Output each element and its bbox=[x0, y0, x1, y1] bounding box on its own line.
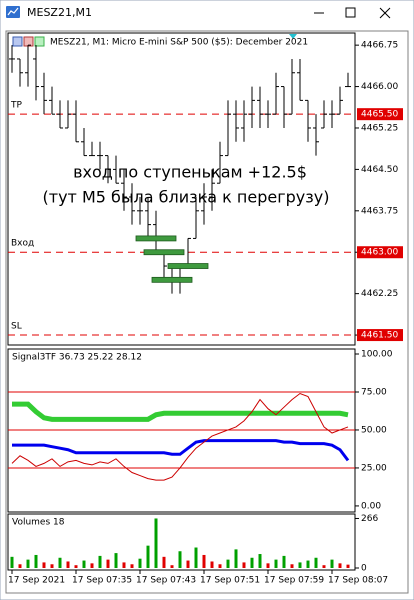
volume-bar bbox=[130, 564, 134, 568]
volume-bar bbox=[298, 562, 302, 568]
level-label-box bbox=[357, 329, 403, 342]
y-tick-label: 4466.00 bbox=[361, 82, 398, 92]
volume-bar bbox=[258, 554, 262, 568]
volume-bar bbox=[42, 562, 46, 568]
y-tick-label: 0 bbox=[361, 564, 367, 574]
volume-bar bbox=[170, 565, 174, 568]
level-name: SL bbox=[11, 322, 22, 332]
y-tick-label: 50.00 bbox=[361, 425, 387, 435]
volume-bar bbox=[290, 564, 294, 568]
volume-bar bbox=[186, 560, 190, 568]
indicator-line bbox=[11, 392, 349, 481]
volume-bar bbox=[50, 564, 54, 568]
volume-bar bbox=[218, 564, 222, 568]
volume-bar bbox=[106, 559, 110, 568]
volume-bar bbox=[322, 565, 326, 568]
chart-title: MESZ21, M1: Micro E-mini S&P 500 ($5): D… bbox=[50, 38, 308, 48]
volume-bar bbox=[266, 563, 270, 568]
volume-title: Volumes 18 bbox=[12, 518, 65, 528]
y-tick-label: 25.00 bbox=[361, 463, 387, 473]
annotation: вход по ступенькам +12.5$ bbox=[73, 163, 307, 182]
window-icon-glyph bbox=[7, 7, 19, 16]
volume-panel bbox=[7, 513, 356, 571]
volume-bar bbox=[338, 563, 342, 568]
level-label-box bbox=[357, 108, 403, 121]
x-tick-label: 17 Sep 07:35 bbox=[72, 576, 132, 586]
chart-frame bbox=[5, 30, 409, 594]
entry-marker bbox=[135, 235, 177, 242]
volume-bar bbox=[34, 554, 38, 568]
volume-bar bbox=[90, 563, 94, 568]
x-tick-label: 17 Sep 07:43 bbox=[136, 576, 196, 586]
volume-bar bbox=[250, 557, 254, 568]
volume-bar bbox=[66, 561, 70, 568]
volume-bar bbox=[330, 559, 334, 568]
y-tick-label: 4466.75 bbox=[361, 41, 398, 51]
volume-bar bbox=[274, 559, 278, 568]
y-tick-label: 266 bbox=[361, 514, 378, 524]
y-tick-label: 0.00 bbox=[361, 501, 381, 511]
x-tick-label: 17 Sep 08:07 bbox=[328, 576, 388, 586]
y-tick-label: 4462.25 bbox=[361, 289, 398, 299]
indicator-line bbox=[12, 439, 350, 462]
volume-bar bbox=[234, 549, 238, 568]
level-name: Вход bbox=[11, 239, 34, 249]
volume-bar bbox=[226, 559, 230, 568]
volume-bar bbox=[306, 560, 310, 568]
volume-bar bbox=[18, 564, 22, 568]
volume-bar bbox=[154, 518, 158, 568]
volume-bar bbox=[10, 556, 14, 568]
volume-bar bbox=[26, 559, 30, 568]
indicator-line bbox=[12, 401, 349, 422]
volume-bar bbox=[202, 554, 206, 568]
volume-bar bbox=[346, 564, 350, 568]
chart-icon bbox=[34, 36, 45, 47]
volume-bar bbox=[138, 558, 142, 568]
level-label: 4465.50 bbox=[361, 110, 398, 120]
entry-marker bbox=[143, 249, 185, 256]
level-label: 4461.50 bbox=[361, 331, 398, 341]
entry-marker bbox=[167, 263, 209, 269]
y-tick-label: 4463.75 bbox=[361, 206, 398, 216]
entry-marker bbox=[151, 276, 193, 283]
marker bbox=[289, 34, 297, 39]
volume-bar bbox=[146, 545, 150, 568]
volume-bar bbox=[82, 560, 86, 568]
volume-bar bbox=[178, 551, 182, 568]
y-tick-label: 75.00 bbox=[361, 387, 387, 397]
volume-bar bbox=[114, 553, 118, 568]
volume-bar bbox=[58, 557, 62, 568]
indicator-panel bbox=[7, 348, 356, 513]
volume-bar bbox=[162, 556, 166, 568]
x-tick-label: 17 Sep 07:59 bbox=[264, 576, 324, 586]
volume-bar bbox=[194, 547, 198, 568]
maximize-button[interactable] bbox=[345, 7, 356, 18]
volume-bar bbox=[242, 562, 246, 568]
level-label: 4463.00 bbox=[361, 248, 398, 258]
y-tick-label: 4464.50 bbox=[361, 165, 398, 175]
level-label-box bbox=[357, 246, 403, 259]
indicator-title: Signal3TF 36.73 25.22 28.12 bbox=[12, 353, 142, 363]
close-button[interactable] bbox=[379, 7, 391, 19]
annotation: (тут М5 была близка к перегрузу) bbox=[43, 188, 330, 207]
x-tick-label: 17 Sep 07:51 bbox=[200, 576, 260, 586]
volume-bar bbox=[210, 561, 214, 568]
y-tick-label: 100.00 bbox=[361, 350, 393, 360]
y-tick-label: 4465.25 bbox=[361, 123, 398, 133]
volume-bar bbox=[74, 565, 78, 568]
volume-bar bbox=[98, 555, 102, 568]
volume-bar bbox=[282, 555, 286, 568]
chart-icon bbox=[12, 36, 23, 47]
window-title: MESZ21,M1 bbox=[27, 6, 92, 19]
x-tick-label: 17 Sep 2021 bbox=[8, 576, 65, 586]
volume-bar bbox=[122, 562, 126, 568]
level-name: TP bbox=[10, 101, 22, 111]
price-panel bbox=[7, 32, 356, 346]
volume-bar bbox=[314, 557, 318, 568]
